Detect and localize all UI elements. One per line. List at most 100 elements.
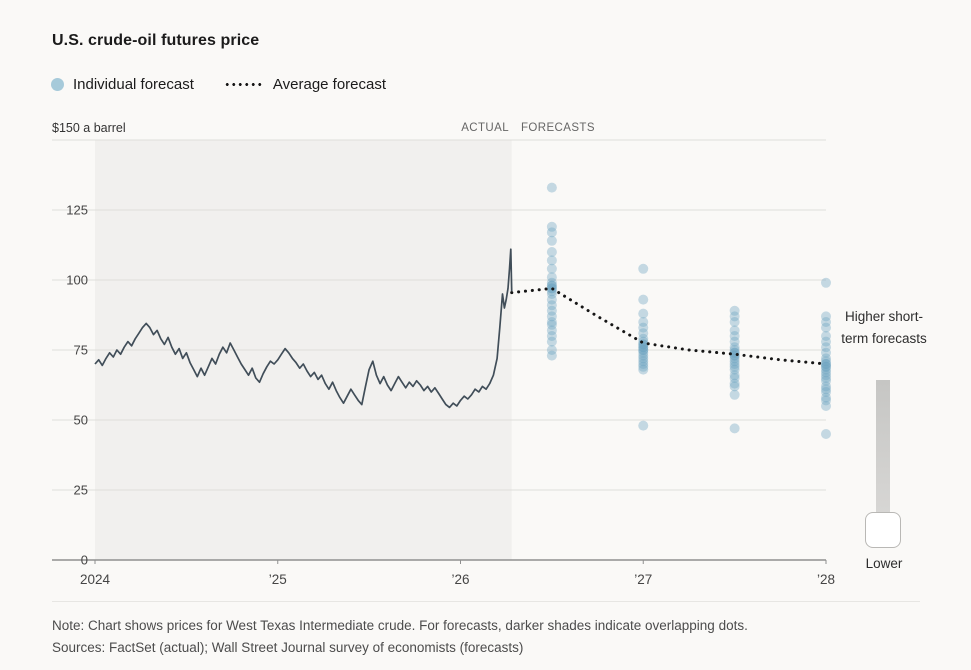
footer-divider [52, 601, 920, 602]
forecast-dot [638, 328, 649, 339]
forecast-dot [729, 305, 740, 316]
chart-sources: Sources: FactSet (actual); Wall Street J… [52, 640, 524, 655]
forecast-dot [546, 350, 557, 361]
forecast-dot [546, 319, 557, 330]
forecast-dot [821, 384, 831, 395]
forecast-dot [821, 387, 831, 397]
forecast-dot [821, 359, 831, 369]
y-tick-label: 0 [81, 553, 88, 568]
x-tick-label: ’28 [817, 572, 835, 587]
forecast-dot [638, 356, 649, 367]
forecast-dot [546, 182, 557, 193]
forecast-density-bar [876, 380, 890, 512]
forecast-dot [821, 277, 831, 288]
forecast-dot [821, 361, 831, 372]
forecast-dot [729, 356, 740, 367]
forecast-dot [546, 345, 557, 355]
forecast-dot [638, 317, 649, 327]
actual-region-label: ACTUAL [461, 122, 509, 134]
forecast-dot [546, 289, 557, 299]
forecast-dot [546, 325, 557, 336]
forecast-dot [638, 345, 649, 355]
higher-forecasts-annotation: Higher short-term forecasts [841, 309, 927, 346]
forecast-dot [638, 322, 649, 333]
forecast-dot [821, 356, 831, 367]
forecast-dot [821, 322, 831, 333]
forecast-dot [821, 361, 831, 372]
forecast-dot [546, 227, 557, 238]
forecast-dot [821, 367, 831, 378]
legend-item-individual: Individual forecast [51, 76, 194, 93]
legend-item-average: Average forecast [223, 76, 387, 93]
forecast-dot [729, 364, 740, 375]
y-tick-label: 25 [74, 483, 88, 498]
forecast-dot [546, 331, 557, 341]
forecast-dot [821, 392, 831, 403]
forecast-dot [729, 317, 740, 327]
forecast-dot [638, 342, 649, 353]
forecast-dot [546, 263, 557, 274]
forecast-dot [638, 420, 649, 431]
forecast-dot [546, 277, 557, 288]
forecast-dot [546, 286, 557, 297]
forecast-dot [821, 364, 831, 375]
forecast-dot [821, 429, 831, 439]
forecast-dot [638, 359, 649, 369]
forecast-dot [546, 247, 557, 257]
forecast-dot [821, 311, 831, 322]
average-forecast-label: Average forecast [272, 76, 387, 93]
y-axis-unit-label: $150 a barrel [52, 121, 126, 135]
chart-legend: Individual forecast Average forecast [51, 76, 386, 93]
individual-forecast-label: Individual forecast [73, 76, 194, 93]
forecast-dot [821, 373, 831, 383]
forecast-dot [546, 280, 557, 291]
forecast-dot [638, 336, 649, 347]
forecast-dot [546, 311, 557, 322]
forecast-dot [729, 331, 740, 341]
forecast-dot [729, 378, 740, 389]
forecast-dot [729, 361, 740, 372]
forecast-dot [638, 342, 649, 353]
forecast-dot [821, 401, 831, 411]
forecast-dot [546, 235, 557, 246]
forecast-dot [546, 300, 557, 311]
forecast-dot [821, 381, 831, 392]
forecasts-region-label: FORECASTS [521, 122, 595, 134]
forecast-dot [546, 280, 557, 291]
actual-price-line [94, 248, 513, 409]
forecast-dot [638, 353, 649, 364]
forecast-dot [729, 373, 740, 383]
lower-annotation: Lower [865, 556, 903, 571]
forecast-dot [729, 381, 740, 392]
forecast-dot [729, 359, 740, 369]
y-tick-label: 100 [66, 273, 88, 288]
x-tick-label: 2024 [80, 572, 111, 587]
forecast-dot [638, 364, 649, 375]
forecast-dot [729, 345, 740, 355]
x-tick-label: ’27 [634, 572, 652, 587]
forecast-dot [821, 347, 831, 358]
forecast-dot [821, 359, 831, 369]
forecast-dot [546, 294, 557, 305]
forecast-dot [729, 389, 740, 400]
forecast-dot [729, 325, 740, 336]
forecast-dot [821, 395, 831, 406]
average-forecast-dotted-line-icon [223, 83, 264, 86]
forecast-dot [546, 255, 557, 266]
forecast-dot [546, 336, 557, 347]
forecast-dot [546, 317, 557, 327]
y-tick-label: 50 [74, 413, 88, 428]
x-tick-label: ’26 [451, 572, 469, 587]
y-tick-label: 75 [74, 343, 88, 358]
forecast-dot [638, 345, 649, 355]
forecast-dot [821, 336, 831, 347]
forecast-dot [729, 311, 740, 322]
forecast-dot [821, 331, 831, 341]
forecast-dot [729, 423, 740, 434]
forecast-dot [546, 221, 557, 232]
forecast-dot [638, 350, 649, 361]
forecast-dot [821, 342, 831, 353]
forecast-dot [546, 272, 557, 283]
